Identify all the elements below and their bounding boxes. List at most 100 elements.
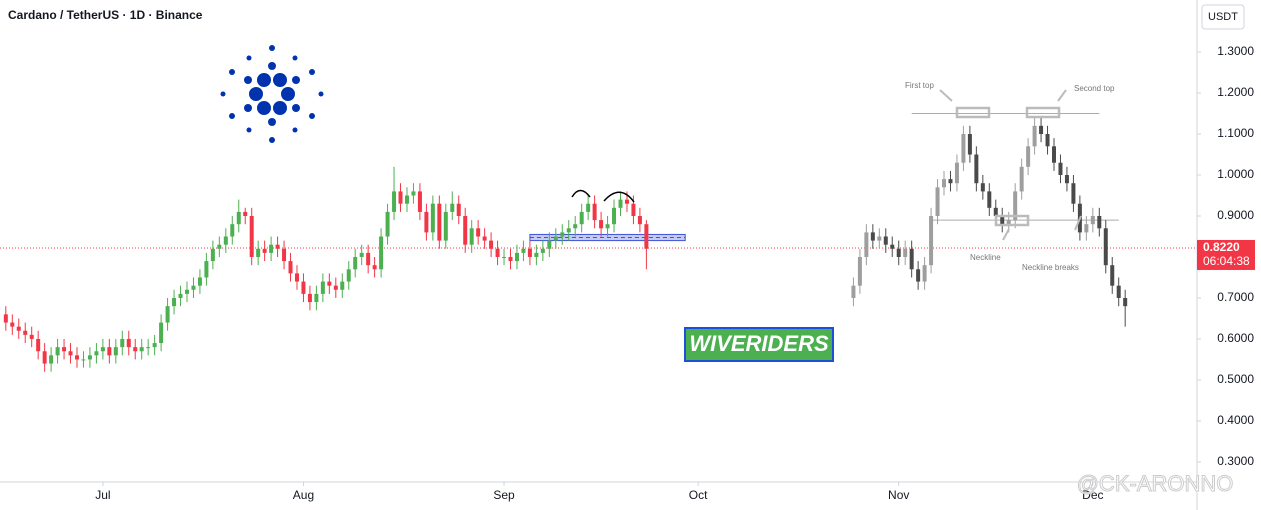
candle-body	[1045, 134, 1050, 147]
candle-body	[230, 224, 235, 237]
candle-body	[624, 199, 629, 204]
y-tick-label: 0.3000	[1217, 454, 1254, 468]
candle-body	[1110, 265, 1115, 286]
candle-body	[1097, 215, 1102, 229]
y-tick-label: 1.0000	[1217, 167, 1254, 181]
candle-body	[333, 285, 338, 290]
candle-body	[424, 211, 429, 233]
x-tick-label: Dec	[1082, 488, 1103, 502]
y-tick-label: 0.6000	[1217, 331, 1254, 345]
candle-body	[644, 224, 649, 249]
x-tick-label: Nov	[888, 488, 909, 502]
candle-body	[107, 347, 112, 356]
candle-body	[133, 347, 138, 352]
candle-body	[450, 203, 455, 212]
countdown-label: 06:04:38	[1203, 254, 1250, 268]
candle-body	[1058, 162, 1063, 176]
candle-body	[1026, 146, 1031, 167]
candle-body	[508, 256, 513, 262]
candle-body	[566, 228, 571, 233]
candle-body	[495, 248, 500, 257]
candle-body	[877, 236, 882, 241]
annotation: Second top	[1074, 84, 1115, 93]
candle-body	[1116, 285, 1121, 298]
candle-body	[152, 343, 157, 348]
candle-body	[637, 215, 642, 225]
candle-body	[1000, 215, 1005, 225]
candle-body	[909, 248, 914, 270]
candle-body	[126, 338, 131, 348]
candle-body	[74, 355, 79, 360]
candle-body	[1103, 228, 1108, 266]
candle-body	[372, 265, 377, 270]
y-tick-label: 1.3000	[1217, 44, 1254, 58]
candle-body	[23, 330, 28, 335]
candle-body	[282, 248, 287, 262]
candle-body	[599, 220, 604, 229]
candle-body	[404, 195, 409, 204]
x-tick-label: Aug	[293, 488, 314, 502]
candle-body	[49, 355, 54, 364]
candle-body	[217, 244, 222, 249]
candle-body	[443, 211, 448, 241]
candle-body	[16, 326, 21, 331]
candle-body	[366, 252, 371, 266]
candle-body	[1123, 297, 1128, 307]
candle-body	[922, 265, 927, 282]
candle-body	[379, 236, 384, 270]
candle-body	[476, 228, 481, 237]
candle-body	[94, 351, 99, 356]
candle-body	[514, 252, 519, 262]
candle-body	[437, 203, 442, 241]
candle-body	[618, 199, 623, 208]
candle-body	[573, 224, 578, 229]
candle-body	[392, 191, 397, 212]
candle-body	[482, 236, 487, 241]
candle-body	[68, 351, 73, 356]
x-tick-label: Oct	[689, 488, 708, 502]
candle-body	[942, 179, 947, 188]
candle-body	[42, 351, 47, 364]
candle-body	[935, 187, 940, 216]
candle-body	[489, 240, 494, 249]
candle-body	[197, 277, 202, 286]
y-tick-label: 0.4000	[1217, 413, 1254, 427]
candle-body	[864, 232, 869, 257]
candle-body	[903, 248, 908, 257]
candle-body	[100, 347, 105, 352]
candle-body	[1019, 166, 1024, 192]
candle-body	[320, 281, 325, 294]
candle-body	[417, 191, 422, 212]
candle-body	[1013, 191, 1018, 221]
price-badge-label: 0.8220	[1203, 240, 1240, 254]
candle-body	[353, 256, 358, 270]
candle-body	[81, 359, 86, 361]
candle-body	[521, 248, 526, 253]
price-badge	[1197, 239, 1255, 270]
currency-button[interactable]	[1201, 4, 1245, 30]
candle-body	[430, 203, 435, 233]
candle-body	[527, 248, 532, 257]
candle-body	[534, 252, 539, 257]
candle-body	[592, 203, 597, 221]
candle-body	[55, 347, 60, 356]
candle-body	[307, 293, 312, 303]
candle-body	[87, 355, 92, 360]
candle-body	[288, 261, 293, 274]
candle-body	[948, 179, 953, 184]
candle-body	[916, 269, 921, 282]
candle-body	[1071, 183, 1076, 204]
top-arc	[603, 191, 635, 203]
candle-body	[896, 248, 901, 257]
candle-body	[987, 191, 992, 208]
candle-body	[547, 240, 552, 249]
candle-body	[961, 134, 966, 163]
candle-body	[236, 211, 241, 225]
candle-body	[870, 232, 875, 241]
candle-body	[980, 183, 985, 192]
annotation: First top	[905, 81, 934, 90]
chart-title: Cardano / TetherUS · 1D · Binance	[8, 8, 203, 22]
watermark-box: WIVERIDERS	[684, 327, 834, 362]
